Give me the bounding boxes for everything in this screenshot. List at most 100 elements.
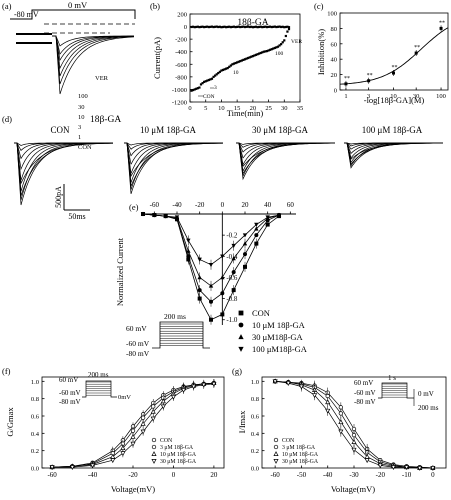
data-point [265,49,269,53]
x-tick-label: -60 [47,471,57,479]
data-point [254,53,258,56]
x-tick-label: 20 [250,105,257,112]
data-point [298,384,304,390]
legend-marker [238,322,244,328]
y-tick-label: -800 [175,74,187,81]
data-point [243,264,247,269]
data-point [229,64,232,67]
legend-label: 30 μM 18β-GA [282,459,319,465]
data-point [217,71,220,75]
annotation-label: 10 [233,70,239,76]
data-point [232,62,236,65]
baseline-point [190,25,193,29]
current-trace [344,142,443,167]
data-point [226,66,229,70]
data-point [276,213,282,218]
baseline-point [218,25,221,28]
legend-label: 30 μM18β-GA [252,332,304,342]
baseline-point [269,25,272,28]
scale-bar-time-label: 50ms [68,212,85,221]
protocol-label: -60 mV [126,339,150,348]
data-point [223,68,226,71]
y-tick-label: -0.6 [226,274,238,282]
data-point [69,465,75,471]
data-point [262,50,265,53]
data-point [192,88,195,92]
data-point [221,68,225,72]
protocol-label: 200 ms [88,371,109,379]
data-point [220,254,225,259]
data-point [280,43,283,46]
y-tick-label: -1000 [172,87,187,94]
y-tick-label: 0.0 [31,466,39,473]
baseline-point [250,25,253,28]
x-tick-label: -20 [195,201,205,209]
data-point [269,48,272,51]
y-tick-label: -1200 [172,100,187,107]
y-tick-label: -1.0 [226,316,238,324]
y-axis-label: G/Gmax [5,407,15,437]
series-line [142,213,280,287]
data-point [186,254,191,259]
data-point [281,41,284,44]
data-point [163,214,168,219]
trace-label: 30 [78,104,85,111]
significance-mark: ** [391,65,397,71]
current-trace [236,142,335,166]
data-point [214,74,217,77]
data-point [254,222,259,227]
y-tick-label: 20 [331,72,338,79]
data-point [140,429,146,435]
baseline-point [198,26,201,29]
data-point [220,291,225,296]
legend-label: CON [282,438,295,444]
baseline-point [273,25,276,28]
x-tick-label: 100 [436,93,446,100]
data-point [180,388,187,393]
x-axis-label: Voltage(mV) [111,484,155,494]
data-point [211,381,217,387]
data-point [287,27,291,31]
data-point [130,433,136,439]
data-point [231,63,234,66]
data-point [209,299,213,304]
data-point [265,222,270,227]
y-tick-label: 0.6 [251,414,260,421]
data-point [236,61,239,64]
x-tick-label: -60 [150,201,160,209]
data-point [140,415,146,420]
baseline-point [281,25,284,28]
data-point [89,463,96,469]
data-point [351,447,357,453]
baseline-point [267,25,270,28]
data-point [130,428,136,433]
x-tick-label: -30 [349,471,359,479]
baseline-point [215,25,218,28]
y-tick-label: 0.8 [251,396,259,403]
data-point [338,429,344,435]
protocol-label: 60 mV [59,376,78,384]
y-axis-label: Normalized Current [115,237,125,306]
y-tick-label: 0 [184,24,187,31]
baseline-point [228,25,231,28]
x-tick-label: 25 [265,105,272,112]
annotation-label: 100 [275,51,284,57]
baseline-point [276,25,280,28]
data-point [264,50,267,53]
significance-mark: ** [367,73,373,79]
legend-marker [273,444,279,450]
data-point [208,283,214,288]
data-point [215,73,218,76]
x-tick-label: 0 [221,201,225,209]
x-tick-label: 15 [234,105,241,112]
data-point [439,26,443,30]
protocol-label: -60 mV [354,389,376,397]
protocol-label: 1 s [388,374,396,382]
data-point [49,465,55,471]
x-tick-label: -40 [172,201,182,209]
baseline-point [280,25,283,29]
data-point [170,394,177,400]
x-tick-label: -20 [376,471,386,479]
data-point [220,275,225,280]
